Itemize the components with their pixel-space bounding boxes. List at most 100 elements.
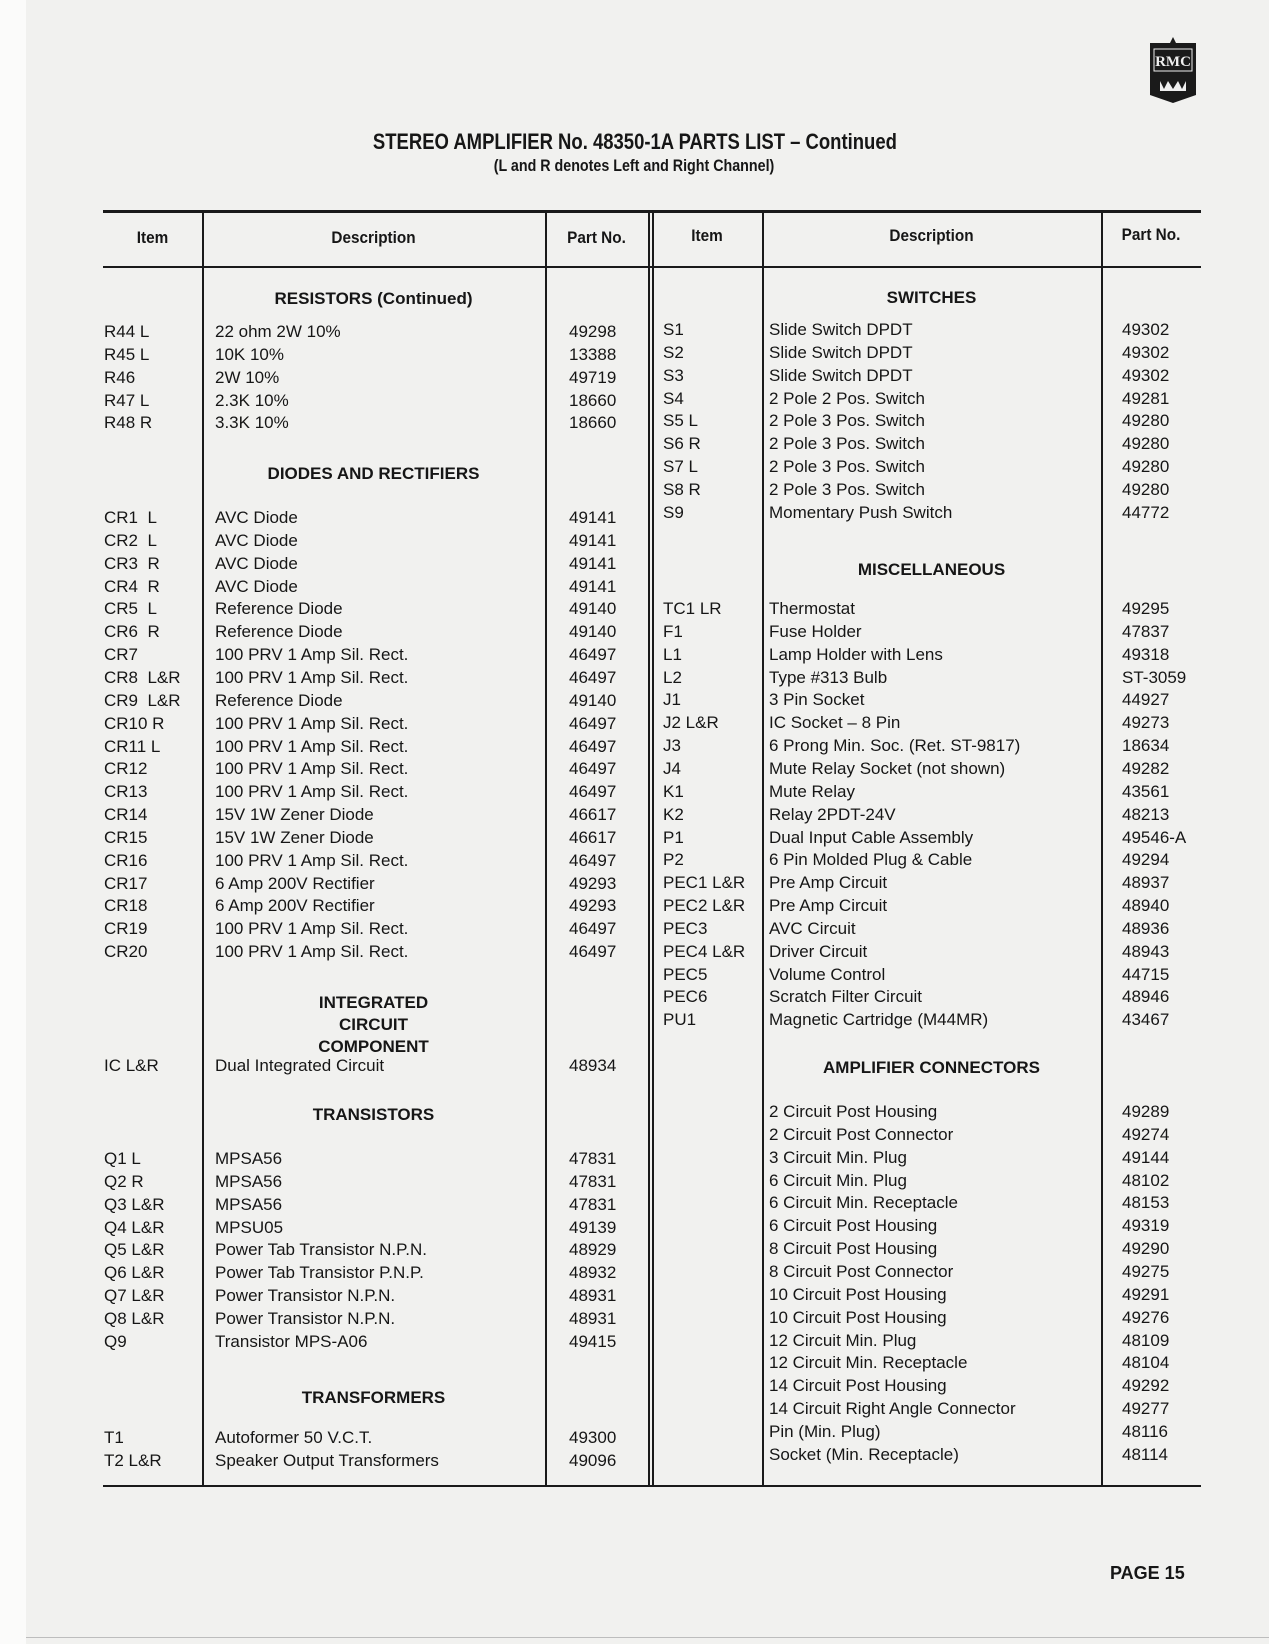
item-code: S5 L: [663, 411, 698, 431]
table-bottom-rule: [103, 1485, 1201, 1487]
table-row: 3 Circuit Min. Plug 49144: [0, 1146, 1269, 1169]
part-number: 49277: [1122, 1399, 1170, 1419]
table-row: J3 6 Prong Min. Soc. (Ret. ST-9817) 18634: [0, 734, 1269, 757]
table-row: CR12 100 PRV 1 Amp Sil. Rect. 46497: [0, 757, 1269, 780]
part-number: 48116: [1122, 1421, 1169, 1441]
part-number: 49140: [569, 622, 617, 642]
item-code: Q6 L&R: [104, 1263, 165, 1283]
part-number: 49295: [1122, 599, 1170, 618]
table-row: S5 L 2 Pole 3 Pos. Switch 49280: [0, 409, 1269, 432]
table-row: CR15 15V 1W Zener Diode 46617: [0, 826, 1269, 849]
table-row: 8 Circuit Post Connector 49275: [0, 1260, 1269, 1283]
item-description: 6 Circuit Post Housing: [769, 1216, 938, 1236]
part-number: 46497: [569, 645, 617, 665]
section-heading: TRANSISTORS: [312, 1105, 435, 1124]
part-number: 49291: [1122, 1284, 1170, 1304]
item-code: CR4 R: [104, 576, 160, 596]
section-heading: INTEGRATED CIRCUIT COMPONENT: [318, 993, 429, 1056]
item-code: L1: [663, 644, 682, 664]
item-code: Q2 R: [104, 1171, 144, 1191]
part-number: 49141: [569, 508, 617, 527]
part-number: 49141: [569, 576, 617, 596]
table-row: S2 Slide Switch DPDT 49302: [0, 341, 1269, 364]
item-description: 10K 10%: [215, 344, 284, 364]
item-code: R46: [104, 367, 136, 387]
item-code: J2 L&R: [663, 713, 719, 733]
table-row: 2 Circuit Post Housing 49289: [0, 1100, 1269, 1123]
table-row: 14 Circuit Post Housing 49292: [0, 1374, 1269, 1397]
item-code: CR7: [104, 645, 139, 665]
table-row: P2 6 Pin Molded Plug & Cable 49294: [0, 848, 1269, 871]
page-title: STEREO AMPLIFIER No. 48350-1A PARTS LIST…: [372, 129, 897, 154]
item-code: Q5 L&R: [104, 1240, 165, 1260]
item-code: CR12: [104, 759, 148, 779]
part-number: 46497: [569, 919, 617, 939]
item-description: 8 Circuit Post Connector: [769, 1261, 954, 1281]
item-description: AVC Diode: [215, 553, 298, 573]
table-row: L1 Lamp Holder with Lens 49318: [0, 643, 1269, 666]
part-number: 48932: [569, 1263, 617, 1283]
table-row: PEC3 AVC Circuit 48936: [0, 917, 1269, 940]
header-item-right: Item: [691, 226, 723, 245]
table-row: CR7 100 PRV 1 Amp Sil. Rect. 46497: [0, 643, 1269, 666]
part-number: 49292: [1122, 1376, 1170, 1396]
table-row: L2 Type #313 Bulb ST-3059: [0, 666, 1269, 689]
part-number: 46497: [569, 667, 617, 687]
item-description: AVC Diode: [215, 576, 298, 596]
table-row: CR3 R AVC Diode 49141: [0, 552, 1269, 575]
item-description: Fuse Holder: [769, 621, 862, 641]
item-description: 6 Amp 200V Rectifier: [215, 873, 375, 893]
item-code: PEC4 L&R: [663, 941, 746, 961]
item-description: Pre Amp Circuit: [769, 896, 888, 916]
item-code: R48 R: [104, 413, 153, 433]
part-number: 46497: [569, 713, 617, 733]
part-number: 18660: [569, 413, 617, 433]
table-row: CR13 100 PRV 1 Amp Sil. Rect. 46497: [0, 780, 1269, 803]
table-row: CR4 R AVC Diode 49141: [0, 575, 1269, 598]
item-code: CR13: [104, 782, 148, 802]
item-description: 6 Amp 200V Rectifier: [215, 896, 375, 916]
item-code: CR10 R: [104, 713, 165, 733]
item-description: 100 PRV 1 Amp Sil. Rect.: [215, 850, 409, 870]
part-number: 49546-A: [1122, 827, 1187, 847]
item-code: S2: [663, 342, 684, 362]
item-description: Power Tab Transistor N.P.N.: [215, 1240, 427, 1260]
table-row: S1 Slide Switch DPDT 49302: [0, 318, 1269, 341]
part-number: 49415: [569, 1331, 617, 1351]
table-row: S3 Slide Switch DPDT 49302: [0, 364, 1269, 387]
table-row: CR16 100 PRV 1 Amp Sil. Rect. 46497: [0, 849, 1269, 872]
item-description: 2.3K 10%: [215, 390, 289, 410]
part-number: 48153: [1122, 1193, 1170, 1213]
table-row: 6 Circuit Min. Receptacle 48153: [0, 1191, 1269, 1214]
column-divider: [545, 212, 547, 1486]
table-row: CR1 L AVC Diode 49141: [0, 506, 1269, 529]
part-number: 48940: [1122, 896, 1170, 916]
item-code: CR15: [104, 827, 148, 847]
scan-edge: [0, 0, 26, 1644]
table-row: CR20 100 PRV 1 Amp Sil. Rect. 46497: [0, 940, 1269, 963]
item-description: MPSA56: [215, 1171, 283, 1191]
part-number: 47831: [569, 1149, 617, 1168]
item-code: PEC3: [663, 918, 708, 938]
part-number: 49293: [569, 896, 617, 916]
part-number: 49282: [1122, 758, 1170, 778]
table-row: CR19 100 PRV 1 Amp Sil. Rect. 46497: [0, 917, 1269, 940]
table-row: Pin (Min. Plug) 48116: [0, 1420, 1269, 1443]
part-number: 47831: [569, 1171, 617, 1191]
item-code: IC L&R: [104, 1056, 159, 1075]
part-number: 48109: [1122, 1330, 1170, 1350]
part-number: 44927: [1122, 690, 1170, 710]
page-subtitle: (L and R denotes Left and Right Channel): [494, 156, 775, 175]
table-row: P1 Dual Input Cable Assembly 49546-A: [0, 826, 1269, 849]
table-row: PEC1 L&R Pre Amp Circuit 48937: [0, 871, 1269, 894]
column-divider: [648, 212, 650, 1486]
table-row: PEC5 Volume Control 44715: [0, 963, 1269, 986]
item-description: 12 Circuit Min. Receptacle: [769, 1353, 968, 1373]
part-number: 49294: [1122, 850, 1170, 870]
item-description: Slide Switch DPDT: [769, 365, 913, 385]
part-number: 49280: [1122, 457, 1170, 477]
part-number: 48931: [569, 1286, 617, 1306]
item-description: Reference Diode: [215, 690, 343, 710]
item-description: Transistor MPS-A06: [215, 1331, 368, 1351]
